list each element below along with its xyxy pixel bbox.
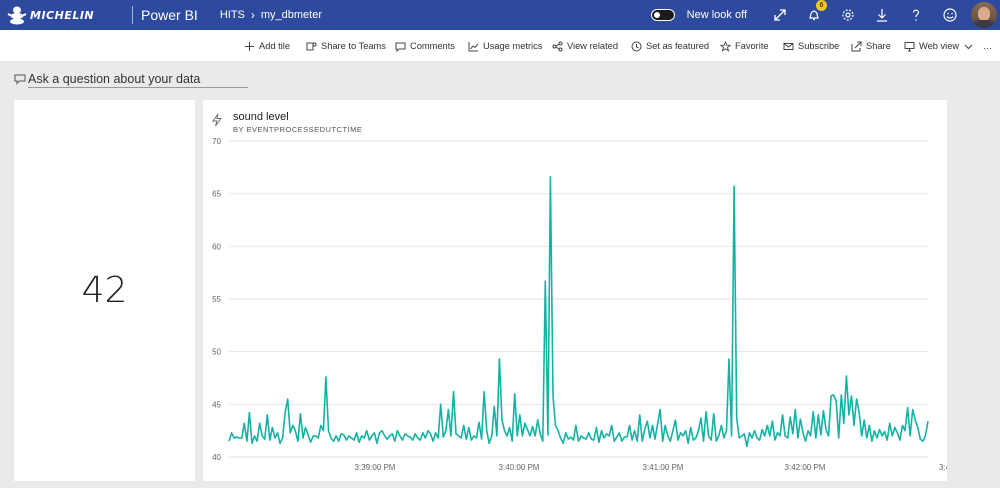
web-view-dropdown[interactable]: Web view [904, 30, 974, 62]
header-actions: New look off 6 [650, 0, 1000, 30]
qna-input[interactable] [28, 70, 248, 88]
kpi-value: 42 [81, 270, 128, 311]
fullscreen-button[interactable] [763, 0, 797, 30]
comments-button[interactable]: Comments [395, 30, 455, 62]
share-button[interactable]: Share [851, 30, 891, 62]
related-icon [552, 41, 563, 51]
share-label: Share [866, 41, 891, 51]
feedback-button[interactable] [933, 0, 967, 30]
y-tick-label: 55 [212, 295, 221, 304]
bibendum-logo-icon [7, 6, 27, 25]
y-tick-label: 70 [212, 137, 221, 146]
comment-icon [395, 42, 406, 52]
web-view-label: Web view [919, 41, 960, 51]
x-tick-label: 3:41:00 PM [643, 463, 684, 472]
new-look-toggle[interactable] [650, 9, 675, 21]
smiley-icon [943, 8, 957, 22]
monitor-icon [904, 41, 915, 51]
star-icon [720, 40, 731, 52]
michelin-logo[interactable]: MICHELIN [0, 0, 132, 30]
new-look-label: New look off [686, 9, 747, 21]
usage-metrics-button[interactable]: Usage metrics [468, 30, 542, 62]
chat-bubble-icon [14, 74, 26, 85]
notification-badge: 6 [816, 0, 827, 11]
y-tick-label: 40 [212, 453, 221, 462]
question-icon [912, 9, 920, 21]
top-header-bar: MICHELIN Power BI HITS › my_dbmeter New … [0, 0, 1000, 30]
x-tick-label: 3:39:00 PM [355, 463, 396, 472]
chevron-down-icon [964, 44, 973, 49]
subscribe-label: Subscribe [798, 41, 840, 51]
toggle-knob [653, 11, 660, 18]
comments-label: Comments [410, 41, 455, 51]
y-tick-label: 65 [212, 190, 221, 199]
download-button[interactable] [865, 0, 899, 30]
lightning-icon [212, 113, 222, 127]
breadcrumb-workspace[interactable]: HITS [219, 9, 245, 21]
bell-icon [809, 10, 819, 21]
avatar-shirt [973, 20, 995, 28]
line-chart-tile[interactable]: sound level BY EVENTPROCESSEDUTCTIME 40 4… [203, 100, 947, 481]
x-tick-label: 3:42:00 PM [785, 463, 826, 472]
view-related-button[interactable]: View related [552, 30, 618, 62]
teams-icon [306, 42, 317, 50]
usage-metrics-label: Usage metrics [483, 41, 543, 51]
line-chart-icon [468, 41, 479, 51]
y-tick-label: 50 [212, 348, 221, 357]
x-tick-label: 3:4 [939, 463, 947, 472]
dashboard-toolbar: Add tile Share to Teams Comments Usage m… [0, 30, 1000, 62]
chart-title: sound level [233, 111, 289, 123]
mail-icon [783, 42, 794, 50]
more-icon: … [983, 41, 993, 51]
share-to-teams-label: Share to Teams [321, 41, 386, 51]
user-avatar[interactable] [971, 2, 997, 28]
share-to-teams-button[interactable]: Share to Teams [306, 30, 386, 62]
download-icon [877, 9, 887, 22]
brand-wordmark: MICHELIN [30, 8, 95, 22]
plus-icon [245, 41, 254, 51]
help-button[interactable] [899, 0, 933, 30]
set-as-featured-button[interactable]: Set as featured [631, 30, 709, 62]
avatar-face [978, 7, 990, 21]
notifications-button[interactable]: 6 [797, 0, 831, 30]
header-divider [132, 6, 133, 24]
add-tile-button[interactable]: Add tile [244, 30, 290, 62]
kpi-card-tile[interactable]: 42 [14, 100, 195, 481]
qna-area [14, 70, 26, 85]
breadcrumb: HITS › my_dbmeter [220, 8, 322, 22]
x-tick-label: 3:40:00 PM [499, 463, 540, 472]
set-as-featured-label: Set as featured [646, 41, 710, 51]
y-tick-label: 60 [212, 242, 221, 251]
y-tick-label: 45 [212, 400, 221, 409]
share-icon [851, 41, 862, 51]
favorite-label: Favorite [735, 41, 769, 51]
app-name[interactable]: Power BI [141, 7, 198, 23]
settings-button[interactable] [831, 0, 865, 30]
sound-level-series-line [228, 176, 929, 448]
chevron-right-icon: › [250, 8, 255, 22]
chart-subtitle: BY EVENTPROCESSEDUTCTIME [233, 125, 363, 134]
more-options-button[interactable]: … [983, 30, 992, 62]
add-tile-label: Add tile [259, 41, 291, 51]
featured-icon [631, 41, 642, 51]
favorite-button[interactable]: Favorite [720, 30, 769, 62]
breadcrumb-dashboard[interactable]: my_dbmeter [260, 9, 323, 21]
gear-icon [842, 9, 854, 21]
subscribe-button[interactable]: Subscribe [783, 30, 839, 62]
line-chart: 40 45 50 55 60 65 70 3:39:00 PM 3:40:00 PM 3:41:0… [212, 137, 947, 472]
view-related-label: View related [567, 41, 618, 51]
expand-icon [774, 9, 786, 21]
